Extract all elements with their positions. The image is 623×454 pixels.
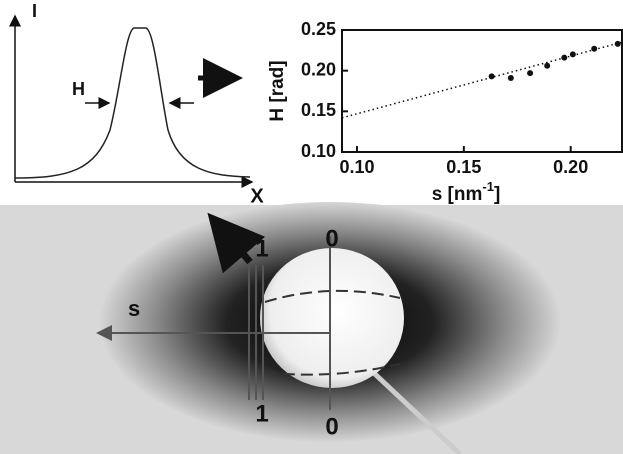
data-point bbox=[591, 45, 598, 52]
x-axis-title-part: ] bbox=[494, 184, 500, 205]
ring-label: 1 bbox=[255, 235, 268, 262]
ring-label: 1 bbox=[255, 400, 268, 427]
x-axis-label: X bbox=[250, 185, 264, 207]
y-tick-label: 0.20 bbox=[301, 59, 336, 79]
fit-line bbox=[341, 41, 623, 119]
profile: I X H bbox=[9, 1, 264, 207]
center-label: 0 bbox=[325, 413, 338, 440]
direction-label: s bbox=[128, 296, 140, 321]
x-tick-label: 0.10 bbox=[339, 157, 374, 177]
data-point bbox=[561, 54, 568, 61]
data-point bbox=[614, 40, 621, 47]
data-point bbox=[527, 70, 534, 77]
width-label: H bbox=[72, 79, 85, 99]
y-tick-label: 0.25 bbox=[301, 19, 336, 39]
x-tick-label: 0.15 bbox=[446, 157, 481, 177]
x-axis-title-sup: -1 bbox=[482, 179, 494, 194]
data-point bbox=[569, 51, 576, 58]
x-axis-title-part: s [nm bbox=[432, 184, 483, 205]
data-point bbox=[544, 62, 551, 69]
y-tick-label: 0.15 bbox=[301, 100, 336, 120]
y-axis-label: I bbox=[32, 1, 37, 21]
plot-frame bbox=[341, 29, 623, 153]
diffraction-image: s 1 1 0 0 bbox=[0, 202, 623, 454]
y-tick-label: 0.10 bbox=[301, 141, 336, 161]
data-point bbox=[507, 74, 514, 81]
x-axis-title: s [nm-1] bbox=[432, 179, 501, 205]
data-point bbox=[488, 73, 495, 80]
y-axis-title: H [rad] bbox=[267, 60, 288, 121]
x-tick-label: 0.20 bbox=[553, 157, 588, 177]
center-label: 0 bbox=[325, 225, 338, 252]
